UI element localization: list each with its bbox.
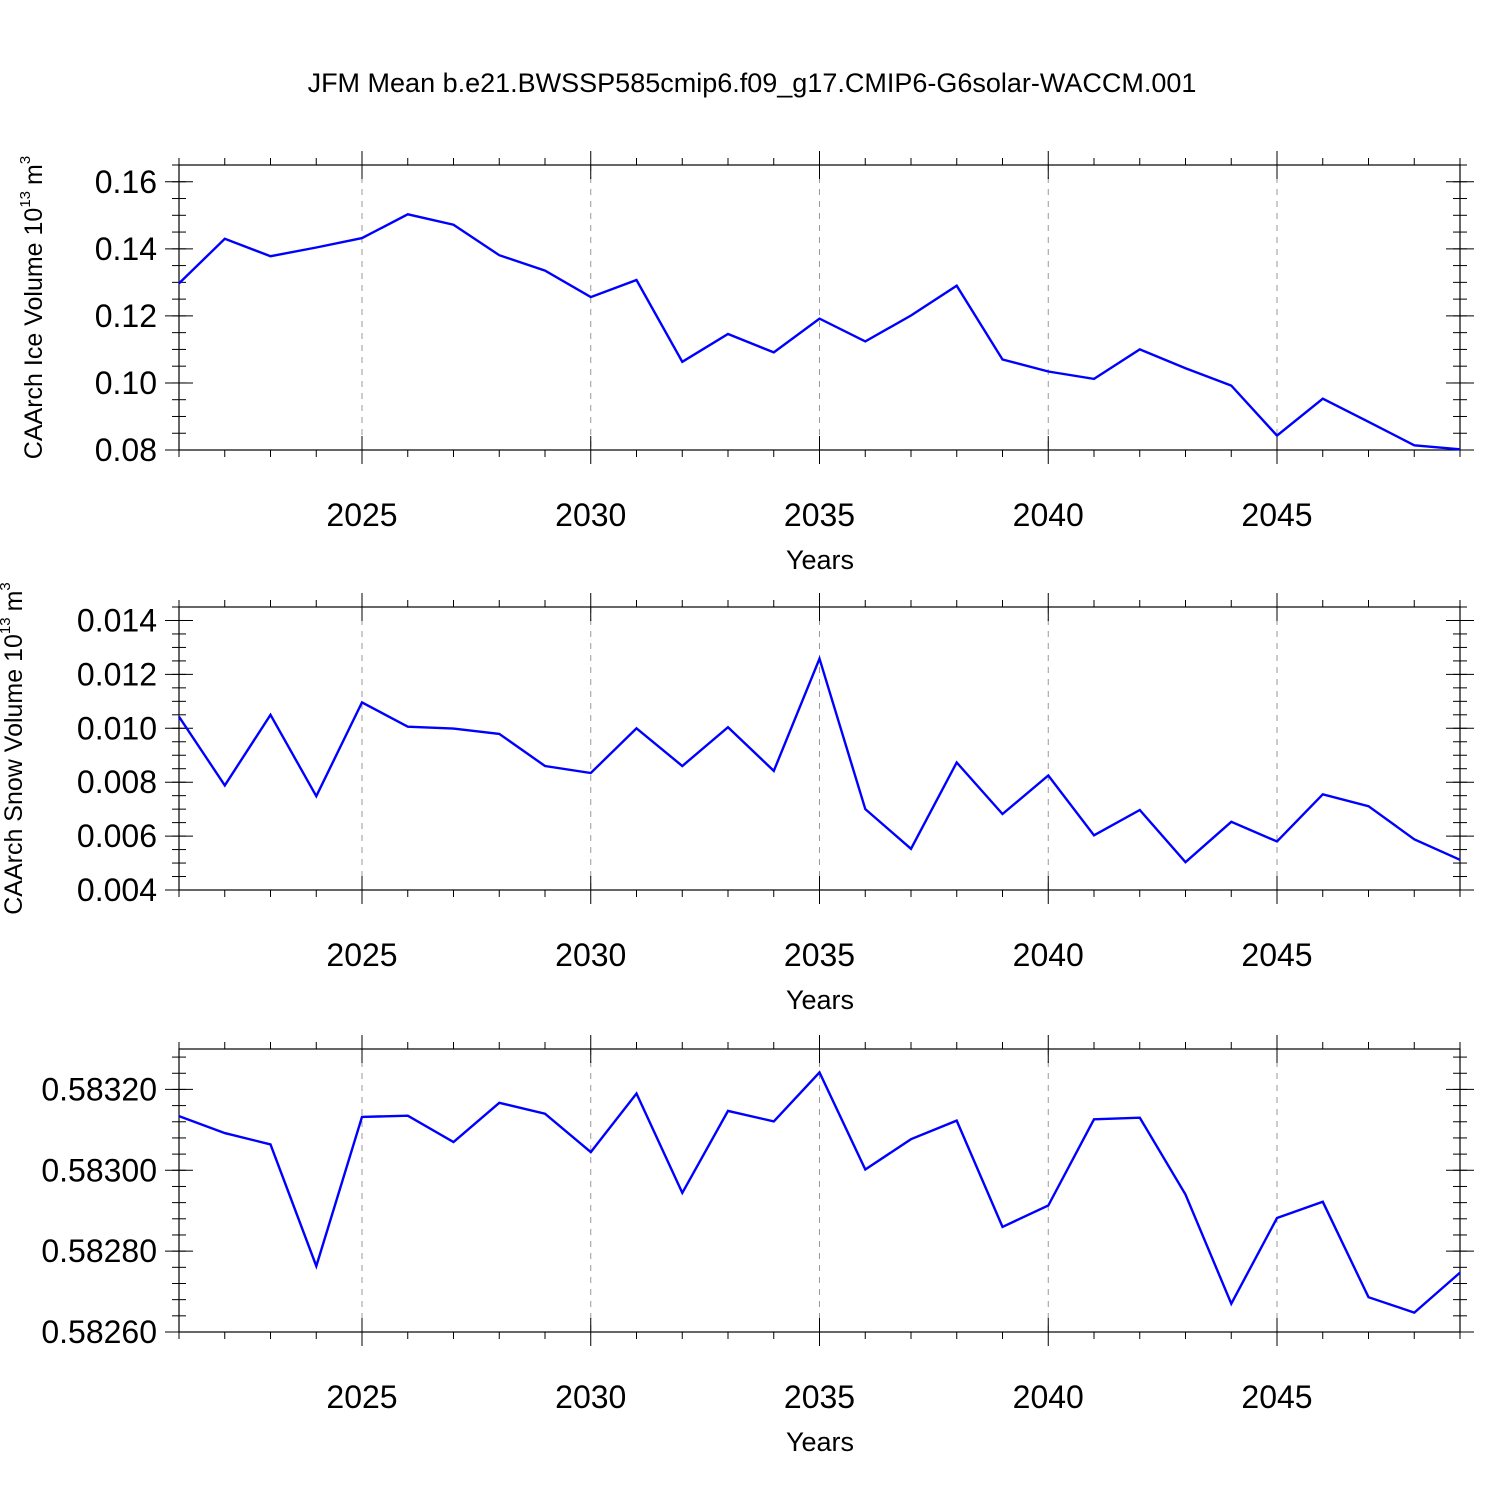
chart-2-x-tick-label: 2025 bbox=[326, 1379, 397, 1415]
ice-volume-panel: 2025 2030 2035 2040 2045 Years 0.08 0.10 0.12 0.1… bbox=[17, 151, 1474, 575]
chart-1-y-tick-label: 0.010 bbox=[77, 710, 157, 746]
snow-volume-panel: 2025 2030 2035 2040 2045 Years 0.004 0.006 0.008… bbox=[0, 582, 1474, 1015]
chart-1-x-tick-label: 2035 bbox=[784, 937, 855, 973]
chart-1-x-axis-title: Years bbox=[786, 985, 854, 1015]
chart-0-y-tick-label: 0.14 bbox=[95, 231, 157, 267]
chart-2-y-tick-label: 0.58300 bbox=[41, 1152, 157, 1188]
chart-0-series-line bbox=[178, 213, 1461, 451]
chart-2-x-axis-title: Years bbox=[786, 1427, 854, 1457]
chart-1-series-line bbox=[178, 655, 1461, 864]
chart-0-x-axis-title: Years bbox=[786, 545, 854, 575]
chart-2-x-tick-label: 2045 bbox=[1241, 1379, 1312, 1415]
chart-0-x-tick-label: 2025 bbox=[326, 497, 397, 533]
chart-0-y-tick-label: 0.10 bbox=[95, 365, 157, 401]
chart-1-x-tick-label: 2025 bbox=[326, 937, 397, 973]
chart-1-x-tick-label: 2040 bbox=[1013, 937, 1084, 973]
chart-1-x-tick-label: 2030 bbox=[555, 937, 626, 973]
chart-0-y-axis-title: CAArch Ice Volume 1013m3 bbox=[17, 156, 48, 459]
chart-0-x-tick-label: 2030 bbox=[555, 497, 626, 533]
chart-2-y-tick-label: 0.58260 bbox=[41, 1314, 157, 1350]
chart-0-y-tick-label: 0.16 bbox=[95, 164, 157, 200]
chart-0-x-tick-label: 2035 bbox=[784, 497, 855, 533]
chart-2-y-tick-label: 0.58320 bbox=[41, 1071, 157, 1107]
chart-2-x-tick-label: 2040 bbox=[1013, 1379, 1084, 1415]
chart-title: JFM Mean b.e21.BWSSP585cmip6.f09_g17.CMI… bbox=[308, 68, 1197, 98]
chart-0-y-tick-label: 0.08 bbox=[95, 432, 157, 468]
chart-2-y-tick-label: 0.58280 bbox=[41, 1233, 157, 1269]
chart-1-y-tick-label: 0.004 bbox=[77, 872, 157, 908]
chart-1-x-tick-label: 2045 bbox=[1241, 937, 1312, 973]
chart-1-y-axis-title: CAArch Snow Volume 1013m3 bbox=[0, 582, 28, 915]
chart-2-series-line bbox=[178, 1070, 1461, 1314]
chart-0-x-tick-label: 2040 bbox=[1013, 497, 1084, 533]
chart-2-x-tick-label: 2030 bbox=[555, 1379, 626, 1415]
chart-0-y-tick-label: 0.12 bbox=[95, 298, 157, 334]
third-variable-panel: 2025 2030 2035 2040 2045 Years 0.58260 0.58280 0… bbox=[41, 1035, 1474, 1457]
chart-1-y-tick-label: 0.014 bbox=[77, 602, 157, 638]
chart-1-y-tick-label: 0.008 bbox=[77, 764, 157, 800]
chart-1-y-tick-label: 0.012 bbox=[77, 656, 157, 692]
chart-2-x-tick-label: 2035 bbox=[784, 1379, 855, 1415]
chart-1-y-tick-label: 0.006 bbox=[77, 818, 157, 854]
chart-0-x-tick-label: 2045 bbox=[1241, 497, 1312, 533]
